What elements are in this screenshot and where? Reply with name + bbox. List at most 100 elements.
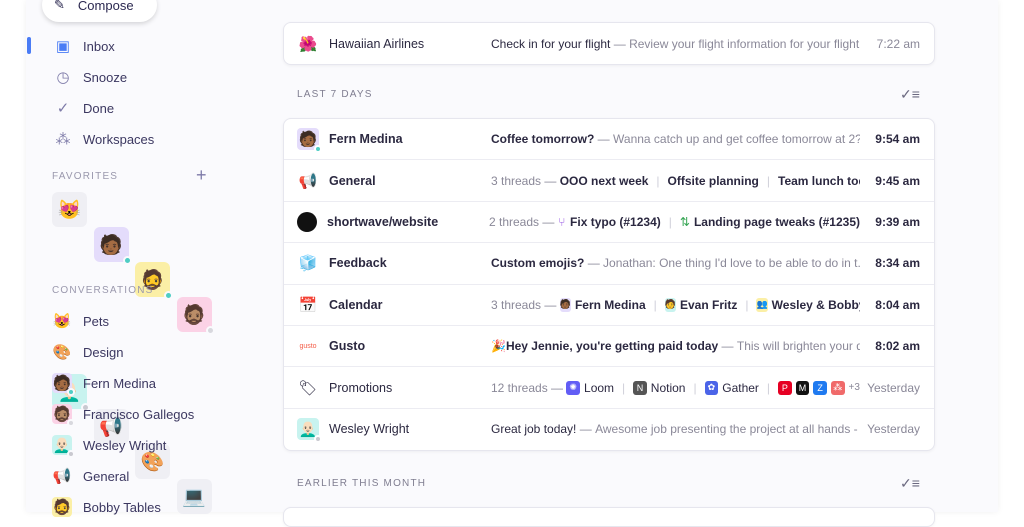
conversation-item[interactable]: 🧑🏾 Fern Medina [52, 371, 156, 396]
thread-row[interactable]: 🧑🏾 Fern Medina Coffee tomorrow? — Wanna ca… [284, 119, 934, 161]
favorite-francisco-gallegos[interactable]: 🧔🏽 [176, 297, 215, 335]
conversation-item[interactable]: 🧔 Bobby Tables [52, 495, 161, 519]
thread-row[interactable]: 🏷 Promotions 12 threads — ✺ Loom | N Notion | ✿ G… [284, 367, 934, 409]
sidebar-item-label: Workspaces [83, 131, 155, 147]
conversation-item[interactable]: 🎨 Design [52, 340, 124, 364]
sender-name: Fern Medina [329, 132, 403, 147]
thread-row[interactable]: 📢 General 3 threads — OOO next week | Offsit… [284, 160, 934, 202]
conversations-header: CONVERSATIONS [52, 285, 154, 296]
favorite-avatar: 🧔🏽 [182, 304, 206, 326]
thread-subject[interactable]: Team lunch today! [778, 173, 860, 188]
thread-time: 9:45 am [875, 173, 920, 188]
thread-row[interactable]: 👨🏻‍🦲 Wesley Wright Great job today! — Awes… [284, 409, 934, 450]
zillow-logo: Z [813, 380, 827, 395]
thread-row[interactable]: shortwave/website 2 threads — ⑂ Fix typo (… [284, 202, 934, 244]
status-dot [314, 435, 322, 444]
favorite-evan-fritz[interactable]: 🧔 [135, 262, 173, 300]
separator: | [668, 214, 672, 229]
sidebar-item-inbox[interactable]: ▣ Inbox [26, 33, 226, 59]
app-window: ✎ Compose ▣ Inbox ◷ Snooze ✓ Done ⁂ Workspaces FAV… [26, 0, 998, 527]
gather-logo: ✿ [704, 380, 719, 395]
thread-time: Yesterday [867, 380, 920, 395]
thread-subject[interactable]: Wesley & Bobby [771, 297, 860, 312]
favorite-general[interactable]: 📢 [93, 409, 129, 444]
thread-subject[interactable]: Fern Medina [574, 297, 646, 312]
favorite-design[interactable]: 🎨 [135, 444, 170, 479]
dash: — [576, 422, 596, 437]
status-dot [67, 388, 75, 396]
conversation-item[interactable]: 📢 General [52, 464, 130, 488]
sender-name: Hawaiian Airlines [329, 36, 425, 51]
dash: — [718, 339, 737, 354]
github-icon [297, 211, 317, 232]
thread-subject[interactable]: Notion [650, 380, 686, 395]
sidebar-item-workspaces[interactable]: ⁂ Workspaces [26, 126, 226, 152]
thread-row[interactable]: 🧊 Feedback Custom emojis? — Jonathan: One … [284, 243, 934, 285]
thread-snippet: Wanna catch up and get coffee tomorrow a… [613, 132, 860, 147]
compose-button[interactable]: ✎ Compose [42, 0, 157, 22]
conversation-avatar: 👨🏻‍🦲 [52, 435, 75, 458]
conversation-label: Fern Medina [83, 375, 156, 391]
thread-row[interactable]: gusto Gusto 🎉 Hey Jennie, you're getting p… [284, 326, 934, 368]
sender-name: Calendar [329, 297, 383, 312]
conversation-label: Bobby Tables [83, 499, 161, 515]
conversation-item[interactable]: 👨🏻‍🦲 Wesley Wright [52, 433, 166, 458]
thread-count: 3 threads [491, 297, 542, 312]
avatar: 🧑 [664, 297, 676, 312]
sidebar-item-snooze[interactable]: ◷ Snooze [26, 64, 226, 90]
separator: | [693, 380, 697, 395]
dash: — [610, 36, 630, 51]
thread-subject[interactable]: Offsite planning [667, 173, 759, 188]
thread-time: 7:22 am [876, 36, 920, 51]
status-dot [67, 450, 75, 458]
conversation-avatar: 🎨 [52, 344, 72, 361]
dash: — [539, 214, 558, 229]
dash: — [547, 380, 567, 395]
pinterest-logo: P [778, 380, 792, 395]
thread-subject[interactable]: Landing page tweaks (#1235) [693, 214, 860, 229]
separator: | [766, 173, 771, 188]
sender-name: General [329, 173, 376, 188]
sidebar-item-label: Snooze [83, 69, 128, 85]
thread-preview: Check in for your flight — Review your f… [491, 37, 860, 51]
thread-subject[interactable]: Gather [722, 380, 759, 395]
favorite-pets[interactable]: 😻 [52, 192, 87, 227]
thread-time: 9:39 am [875, 214, 920, 229]
conversation-item[interactable]: 😻 Pets [52, 309, 109, 333]
thread-row[interactable]: 📅 Calendar 3 threads — 🧑🏾 Fern Medina | 🧑 Evan… [284, 285, 934, 326]
pinned-header: PINNED [307, 0, 352, 3]
thread-row[interactable]: 🌺 Hawaiian Airlines Check in for your flig… [284, 23, 934, 64]
section-header: EARLIER THIS MONTH [297, 478, 427, 489]
thread-subject[interactable]: Fix typo (#1234) [570, 214, 661, 229]
sender-name: Promotions [329, 380, 393, 395]
thread-subject[interactable]: Evan Fritz [679, 297, 738, 312]
gusto-logo: gusto [299, 342, 317, 350]
thread-time: 8:02 am [875, 339, 920, 354]
medium-logo: M [795, 380, 810, 395]
mark-all-done-button[interactable]: ✓≡ [900, 86, 920, 102]
mark-all-done-button[interactable]: ✓≡ [900, 475, 920, 491]
favorite-laptop[interactable]: 💻 [176, 479, 212, 514]
favorite-avatar: 💻 [182, 486, 206, 508]
favorite-avatar: 🧑🏾 [99, 234, 123, 256]
conversation-label: Design [83, 344, 124, 360]
favorites-header: FAVORITES [52, 171, 119, 182]
pinned-card: 🌺 Hawaiian Airlines Check in for your flig… [283, 22, 935, 66]
status-dot [205, 326, 215, 335]
thread-subject[interactable]: OOO next week [559, 173, 649, 188]
branch-icon: ⑂ [558, 214, 566, 229]
thread-subject: Coffee tomorrow? [491, 132, 595, 147]
thread-preview: 12 threads — ✺ Loom | N Notion | ✿ Gather | P M Z ⁂ +… [491, 380, 860, 395]
sidebar-item-done[interactable]: ✓ Done [26, 95, 226, 121]
add-favorite-button[interactable]: + [196, 165, 207, 185]
thread-count: 3 threads [491, 173, 542, 188]
favorite-fern-medina[interactable]: 🧑🏾 [93, 227, 132, 265]
thread-subject: Hey Jennie, you're getting paid today [505, 339, 719, 354]
thread-subject[interactable]: Loom [584, 380, 615, 395]
sidebar-item-label: Done [83, 100, 115, 116]
workspaces-icon: ⁂ [55, 131, 71, 148]
status-dot [164, 291, 173, 300]
thread-preview: Great job today! — Awesome job presentin… [491, 422, 860, 436]
conversation-avatar: 🧔🏽 [52, 404, 75, 427]
conversation-item[interactable]: 🧔🏽 Francisco Gallegos [52, 402, 194, 427]
